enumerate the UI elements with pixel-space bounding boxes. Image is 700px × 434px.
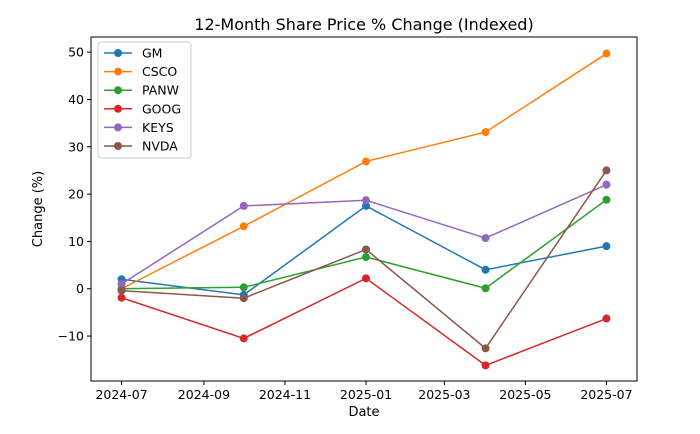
- x-tick-label: 2025-03: [418, 387, 470, 402]
- data-point-keys: [361, 196, 370, 205]
- data-point-goog: [481, 361, 490, 370]
- data-point-panw: [239, 283, 248, 292]
- legend-item-csco: CSCO: [104, 64, 177, 79]
- data-point-nvda: [239, 294, 248, 303]
- x-tick-label: 2024-09: [178, 387, 230, 402]
- data-point-nvda: [602, 166, 611, 175]
- data-point-keys: [481, 234, 490, 243]
- data-point-gm: [361, 201, 370, 210]
- data-point-goog: [117, 293, 126, 302]
- legend-label: KEYS: [142, 120, 174, 135]
- data-point-nvda: [117, 286, 126, 295]
- data-point-panw: [602, 195, 611, 204]
- y-tick-label: 20: [68, 187, 84, 202]
- series-line-goog: [121, 277, 607, 367]
- series-keys: [117, 180, 611, 288]
- data-point-csco: [361, 157, 370, 166]
- data-point-gm: [481, 265, 490, 274]
- data-point-csco: [239, 222, 248, 231]
- legend-item-nvda: NVDA: [104, 139, 178, 154]
- legend-label: CSCO: [142, 64, 177, 79]
- legend-item-panw: PANW: [104, 83, 179, 98]
- data-point-csco: [481, 128, 490, 137]
- data-point-panw: [361, 253, 370, 262]
- chart-title: 12-Month Share Price % Change (Indexed): [194, 15, 533, 34]
- legend-swatch-marker: [114, 86, 122, 95]
- legend-label: GOOG: [142, 101, 181, 116]
- data-point-keys: [602, 180, 611, 189]
- series-goog: [117, 274, 611, 370]
- data-point-keys: [239, 201, 248, 210]
- data-point-panw: [481, 284, 490, 293]
- data-point-gm: [602, 242, 611, 251]
- x-tick-label: 2024-11: [259, 387, 311, 402]
- y-tick-label: 10: [68, 234, 84, 249]
- legend-swatch-marker: [114, 67, 122, 76]
- x-tick-label: 2025-07: [580, 387, 632, 402]
- series-layer: [117, 49, 611, 370]
- legend-swatch-marker: [114, 104, 122, 113]
- y-tick-label: 0: [76, 281, 84, 296]
- data-point-nvda: [361, 245, 370, 254]
- legend-label: NVDA: [142, 139, 178, 154]
- legend-swatch-marker: [114, 142, 122, 150]
- plot-frame: [90, 36, 638, 382]
- data-point-goog: [361, 274, 370, 283]
- legend-label: PANW: [142, 83, 179, 98]
- plot-area: [90, 36, 638, 382]
- series-nvda: [117, 166, 611, 353]
- y-axis: −10 0 10 20 30 40 50: [58, 45, 91, 344]
- legend-label: GM: [142, 46, 162, 61]
- legend-item-keys: KEYS: [104, 120, 174, 135]
- data-point-goog: [602, 314, 611, 323]
- x-tick-label: 2024-07: [95, 387, 147, 402]
- data-point-csco: [602, 49, 611, 58]
- x-axis-label: Date: [348, 405, 379, 420]
- legend: GM CSCO PANW GOOG KEYS NVDA: [97, 41, 192, 159]
- legend-item-goog: GOOG: [104, 101, 181, 116]
- y-tick-label: 50: [68, 45, 84, 60]
- data-point-keys: [117, 279, 126, 288]
- legend-swatch-marker: [114, 49, 122, 57]
- y-axis-label: Change (%): [31, 171, 46, 247]
- x-axis: 2024-07 2024-09 2024-11 2025-01 2025-03 2025-…: [95, 381, 633, 402]
- y-tick-label: 30: [68, 139, 84, 154]
- x-tick-label: 2025-01: [340, 387, 392, 402]
- y-tick-label: −10: [58, 329, 84, 344]
- data-point-nvda: [481, 344, 490, 353]
- legend-swatch-marker: [114, 123, 122, 132]
- data-point-goog: [239, 334, 248, 343]
- legend-item-gm: GM: [104, 46, 162, 61]
- y-tick-label: 40: [68, 92, 84, 107]
- x-tick-label: 2025-05: [499, 387, 551, 402]
